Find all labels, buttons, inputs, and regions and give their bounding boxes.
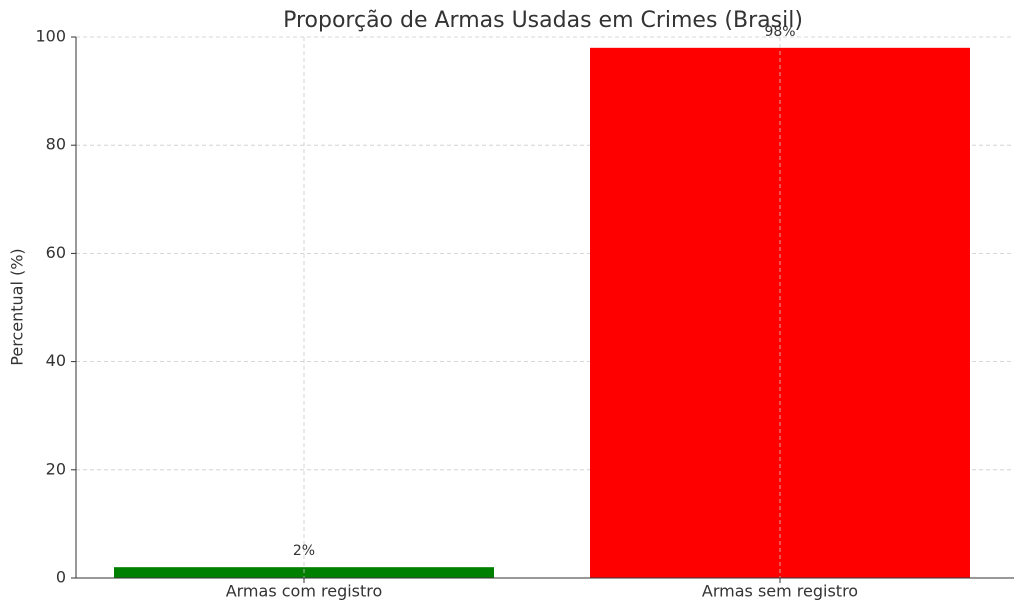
y-tick-label: 20 bbox=[46, 459, 66, 478]
y-axis-label: Percentual (%) bbox=[8, 248, 27, 365]
y-tick-label: 100 bbox=[35, 27, 66, 46]
value-label: 98% bbox=[764, 24, 795, 40]
y-tick-label: 60 bbox=[46, 243, 66, 262]
y-tick-label: 0 bbox=[56, 568, 66, 587]
x-tick-label: Armas sem registro bbox=[702, 582, 858, 601]
y-tick-label: 80 bbox=[46, 135, 66, 154]
x-tick-label: Armas com registro bbox=[226, 582, 383, 601]
y-tick-label: 40 bbox=[46, 351, 66, 370]
chart-title: Proporção de Armas Usadas em Crimes (Bra… bbox=[283, 8, 803, 33]
value-label: 2% bbox=[293, 543, 315, 559]
